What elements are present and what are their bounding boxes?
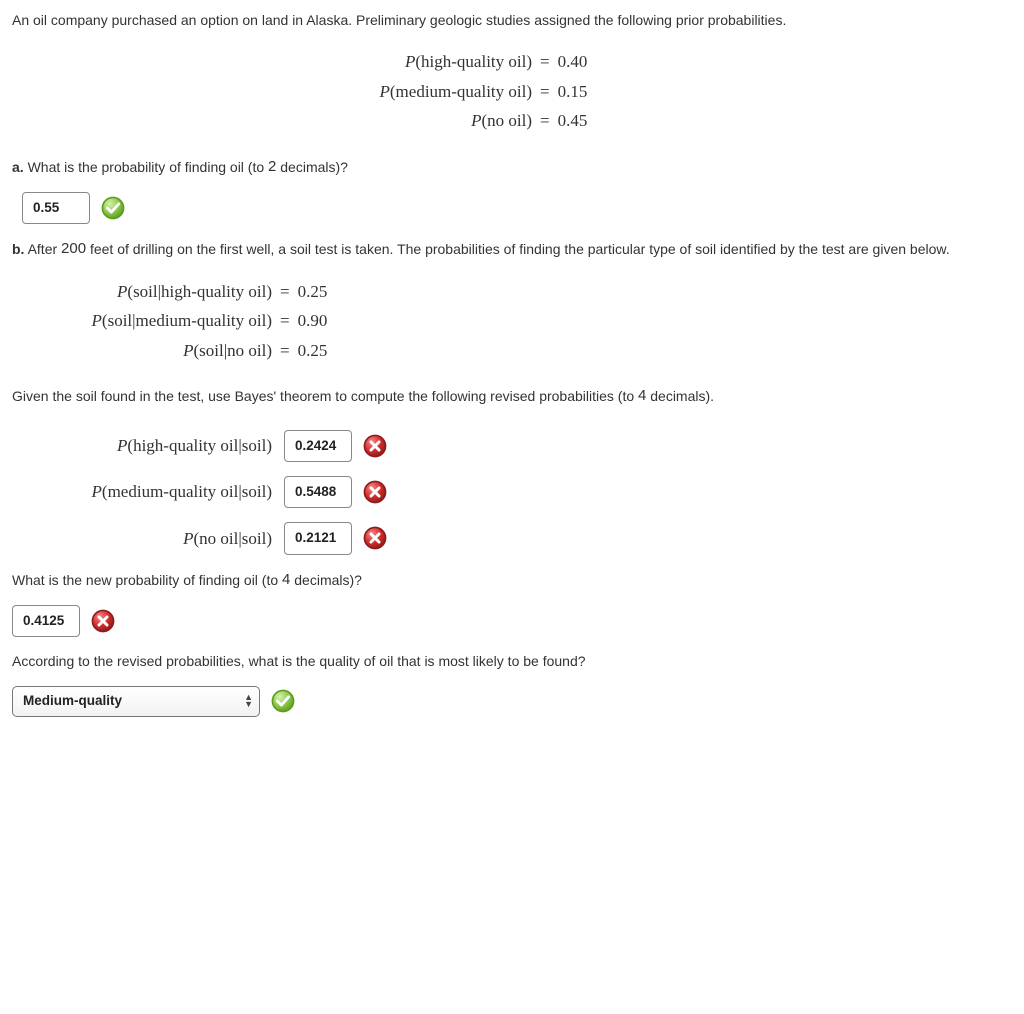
final-prompt: According to the revised probabilities, … <box>12 651 1012 672</box>
part-a-prompt: a. What is the probability of finding oi… <box>12 156 1012 179</box>
equation-label: P(high-quality oil) <box>12 49 532 75</box>
equation-label: P(soil|no oil) <box>12 338 272 364</box>
equation-label: P(no oil) <box>12 108 532 134</box>
part-a-label: a. <box>12 159 24 175</box>
intro-text: An oil company purchased an option on la… <box>12 10 1012 31</box>
x-icon <box>362 479 388 505</box>
equation-label: P(soil|medium-quality oil) <box>12 308 272 334</box>
part-b-label: b. <box>12 241 24 257</box>
new-prob-prompt: What is the new probability of finding o… <box>12 569 1012 592</box>
x-icon <box>362 525 388 551</box>
posterior-answer-row: P(high-quality oil|soil)0.2424 <box>12 430 1012 462</box>
new-prob-answer-row: 0.4125 <box>12 605 1012 637</box>
equation-value: 0.90 <box>298 308 328 334</box>
final-select-row: Medium-quality ▲▼ <box>12 686 1012 716</box>
bayes-prompt: Given the soil found in the test, use Ba… <box>12 385 1012 408</box>
equation-value: 0.15 <box>558 79 588 105</box>
equation-value: 0.40 <box>558 49 588 75</box>
quality-select[interactable]: Medium-quality ▲▼ <box>12 686 260 716</box>
equation-value: 0.45 <box>558 108 588 134</box>
check-icon <box>100 195 126 221</box>
equation-label: P(medium-quality oil) <box>12 79 532 105</box>
equation-label: P(soil|high-quality oil) <box>12 279 272 305</box>
posterior-answer-row: P(no oil|soil)0.2121 <box>12 522 1012 554</box>
equation-value: 0.25 <box>298 338 328 364</box>
part-a-answer-row: 0.55 <box>22 192 1012 224</box>
posterior-label: P(no oil|soil) <box>12 526 284 552</box>
x-icon <box>90 608 116 634</box>
new-prob-answer-input[interactable]: 0.4125 <box>12 605 80 637</box>
conditional-probabilities-block: P(soil|high-quality oil)=0.25P(soil|medi… <box>12 279 1012 364</box>
part-b-feet: 200 <box>61 240 86 257</box>
quality-select-value: Medium-quality <box>23 691 122 711</box>
posterior-answer-row: P(medium-quality oil|soil)0.5488 <box>12 476 1012 508</box>
posterior-answers-block: P(high-quality oil|soil)0.2424P(medium-q… <box>12 430 1012 555</box>
posterior-answer-input[interactable]: 0.5488 <box>284 476 352 508</box>
posterior-label: P(medium-quality oil|soil) <box>12 479 284 505</box>
equation-value: 0.25 <box>298 279 328 305</box>
part-b-prompt: b. After 200 feet of drilling on the fir… <box>12 238 1012 261</box>
x-icon <box>362 433 388 459</box>
check-icon <box>270 688 296 714</box>
part-a-answer-input[interactable]: 0.55 <box>22 192 90 224</box>
prior-probabilities-block: P(high-quality oil)=0.40P(medium-quality… <box>12 49 1012 134</box>
chevron-updown-icon: ▲▼ <box>244 694 253 708</box>
posterior-answer-input[interactable]: 0.2121 <box>284 522 352 554</box>
posterior-answer-input[interactable]: 0.2424 <box>284 430 352 462</box>
posterior-label: P(high-quality oil|soil) <box>12 433 284 459</box>
